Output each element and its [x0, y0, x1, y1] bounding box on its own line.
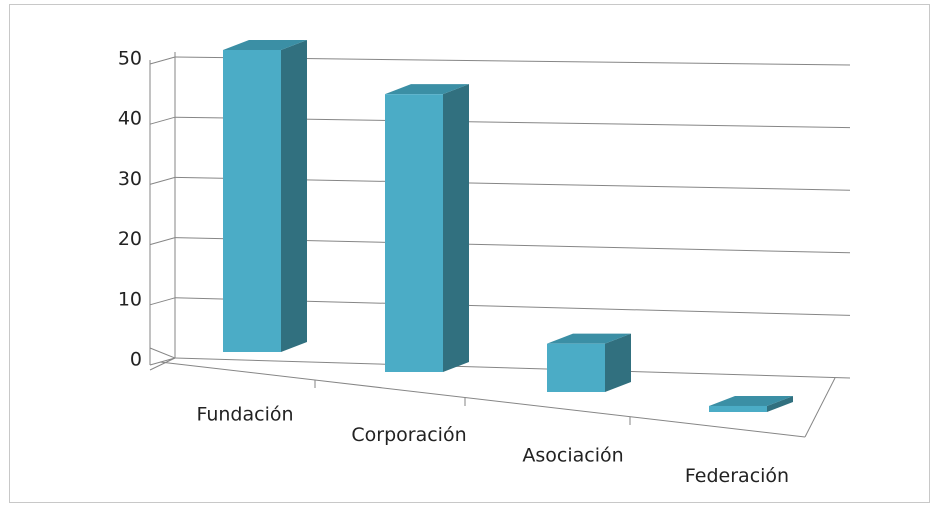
x-tick-label: Federación — [685, 465, 789, 487]
bar-side — [767, 395, 793, 412]
chart-frame — [9, 4, 930, 503]
y-tick-label: 10 — [118, 288, 142, 310]
bar-top — [385, 84, 469, 95]
y-tick-label: 0 — [130, 349, 142, 371]
y-tick-label: 20 — [118, 228, 142, 250]
bar-side — [443, 84, 469, 372]
floor-front-edge — [159, 361, 806, 438]
bar-top — [547, 333, 631, 344]
bar-top — [709, 395, 793, 406]
grid-line — [174, 357, 851, 379]
x-tick-label: Asociación — [522, 445, 623, 467]
floor — [149, 52, 836, 438]
bar-side — [605, 333, 631, 392]
bar — [547, 343, 605, 392]
tick-mark — [149, 297, 176, 306]
tick-mark — [149, 357, 176, 366]
tick-mark — [149, 237, 176, 246]
tick-mark — [149, 116, 176, 125]
y-tick-label: 50 — [118, 48, 142, 70]
bar — [385, 94, 443, 372]
x-tick-label: Corporación — [351, 424, 466, 446]
bar-side — [281, 40, 307, 352]
x-tick-label: Fundación — [196, 404, 293, 426]
y-tick-label: 30 — [118, 168, 142, 190]
bar — [223, 50, 281, 352]
bar — [709, 405, 767, 412]
floor-right-edge — [804, 377, 836, 438]
tick-mark — [149, 56, 176, 65]
y-tick-label: 40 — [118, 108, 142, 130]
bar-top — [223, 40, 307, 50]
tick-mark — [149, 176, 176, 185]
